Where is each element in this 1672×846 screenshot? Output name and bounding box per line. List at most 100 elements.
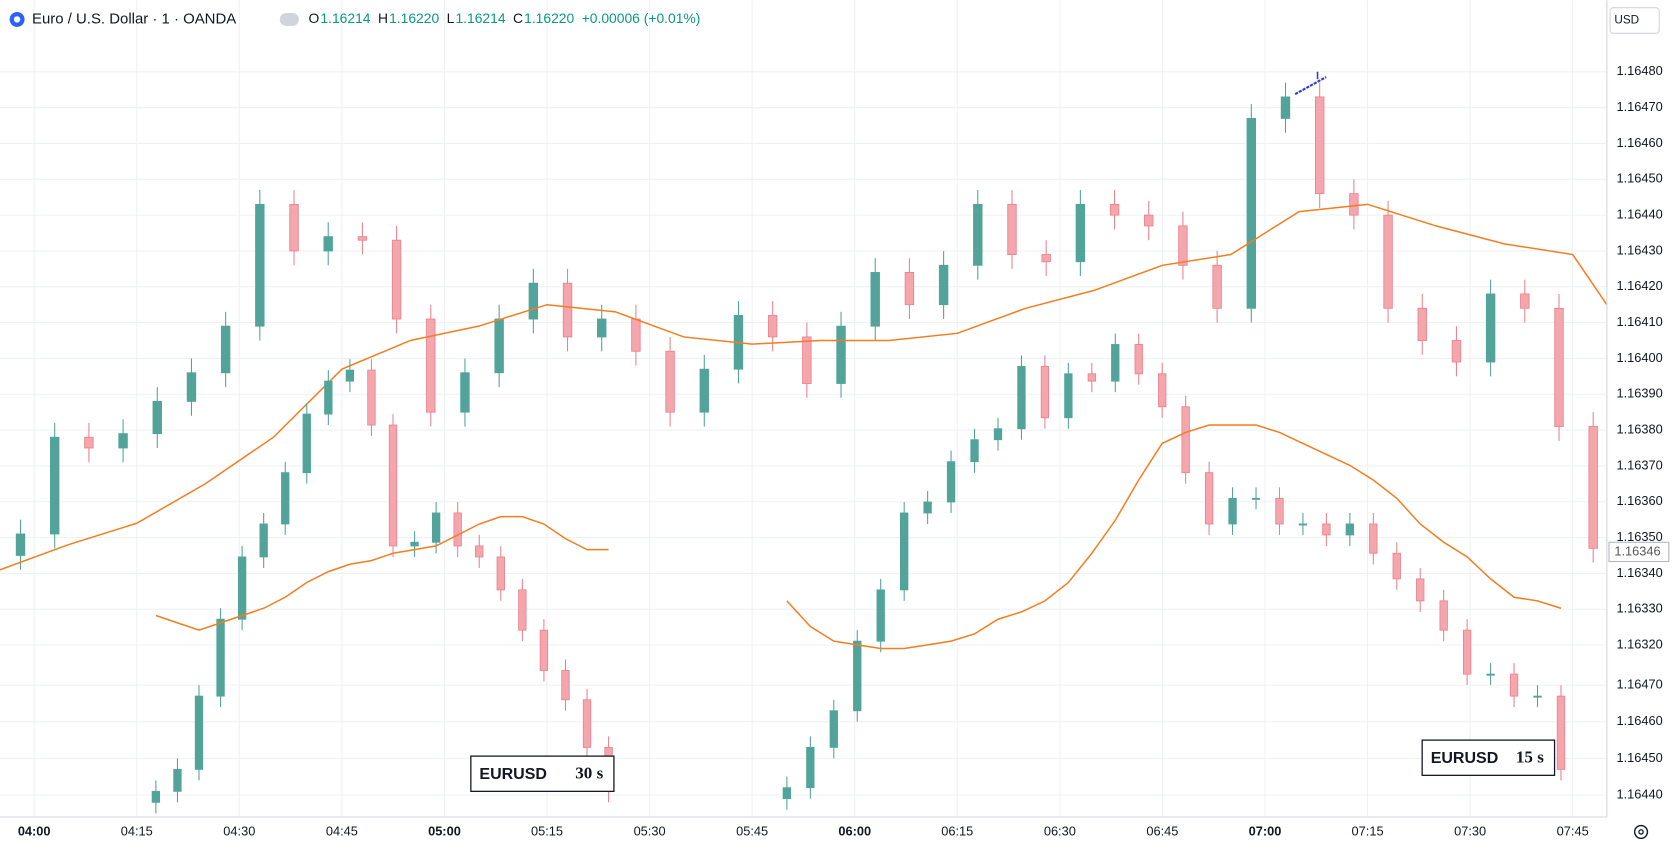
candle-body (582, 699, 592, 748)
plot-area: EURUSD 30 s EURUSD 15 s (0, 82, 1608, 814)
candle-body (802, 336, 812, 384)
last-price-box (1608, 541, 1670, 563)
candle-body (388, 424, 398, 547)
candle-body (1417, 307, 1427, 341)
y-tick-label: 1.16460 (1616, 135, 1662, 150)
candle-body (1204, 472, 1214, 525)
candle-body (1462, 629, 1472, 675)
x-tick-label: 07:45 (1557, 823, 1589, 838)
x-tick-label: 05:30 (634, 823, 666, 838)
candle-body (453, 512, 462, 547)
y-tick-label: 1.16470 (1616, 99, 1662, 114)
candle-body (1280, 96, 1291, 119)
candle-body (904, 272, 915, 306)
candle-body (496, 556, 505, 591)
candle-body (1017, 366, 1026, 430)
candle-body (665, 350, 675, 413)
x-tick-label: 05:00 (428, 823, 461, 838)
candle-body (829, 710, 838, 748)
candle-body (289, 203, 299, 252)
candle-body (1212, 264, 1222, 309)
candle-body (528, 282, 539, 320)
x-tick-label: 06:30 (1044, 823, 1076, 838)
candle-body (1246, 117, 1257, 309)
time-axis-bg (0, 816, 1672, 846)
candle-body (1392, 552, 1401, 580)
legend-header: Euro / U.S. Dollar · 1 · OANDA O 1.16214 H… (9, 10, 700, 27)
candle-body (460, 372, 470, 413)
candle-body (410, 541, 419, 547)
y-tick-label: 1.16350 (1616, 529, 1662, 544)
ohlc-label: C (513, 10, 523, 26)
y-tick-label: 1.16360 (1616, 493, 1662, 508)
x-tick-label: 07:00 (1249, 823, 1282, 838)
candle-body (876, 589, 885, 642)
candle-body (220, 325, 231, 374)
candle-body (50, 436, 60, 535)
candle-body (84, 436, 94, 449)
symbol-icon-inner (13, 16, 21, 23)
candle-body (1040, 366, 1050, 419)
candle-body (1533, 695, 1542, 698)
candle-body (1158, 373, 1167, 408)
y2-tick-label: 1.16450 (1616, 750, 1662, 765)
y-tick-label: 1.16410 (1616, 314, 1662, 329)
candle-body (1181, 406, 1190, 474)
candle-body (900, 512, 909, 591)
candle-body (216, 618, 225, 697)
y-tick-label: 1.16430 (1616, 242, 1662, 257)
candle-body (923, 501, 932, 514)
candle-body (631, 318, 641, 352)
candle-body (806, 746, 815, 789)
ohlc-label: H (378, 10, 388, 26)
candle-body (1087, 373, 1096, 382)
candle-body (938, 264, 949, 306)
candle-body (431, 512, 441, 543)
inset-symbol: EURUSD (479, 766, 547, 783)
candle-body (699, 368, 709, 413)
candle-body (539, 629, 549, 671)
candle-body (1485, 293, 1496, 363)
candle-body (1322, 523, 1331, 536)
market-status (279, 13, 299, 26)
candle-body (1064, 373, 1073, 419)
candle-body (151, 790, 161, 803)
candle-body (173, 768, 182, 792)
candle-body (1349, 193, 1359, 216)
y-tick-label: 1.16340 (1616, 565, 1662, 580)
inset-label-box (1421, 739, 1556, 776)
y-tick-label: 1.16370 (1616, 457, 1662, 472)
y-tick-label: 1.16450 (1616, 171, 1662, 186)
candle-body (1007, 203, 1017, 255)
candle-body (836, 325, 846, 384)
candle-body (853, 640, 862, 712)
candle-body (1451, 340, 1462, 363)
settings-icon[interactable] (1633, 824, 1649, 840)
currency: USD (1614, 14, 1639, 27)
ohlc-value: 1.16220 (389, 10, 439, 26)
settings-icon-core (1638, 829, 1644, 835)
x-tick-label: 04:45 (326, 823, 358, 838)
candle-body (946, 461, 956, 503)
currency-button[interactable] (1609, 7, 1660, 34)
x-tick-label: 04:00 (18, 823, 51, 838)
candle-body (782, 787, 792, 800)
candle-body (562, 282, 573, 338)
y-tick-label: 1.16440 (1616, 207, 1662, 222)
ohlc-value: 1.16220 (524, 10, 574, 26)
candle-body (1134, 344, 1143, 375)
candle-body (1588, 426, 1598, 549)
inset-symbol: EURUSD (1431, 750, 1499, 767)
candle-body (194, 695, 204, 770)
y-tick-label: 1.16390 (1616, 386, 1662, 401)
candles (15, 82, 1598, 570)
inset-interval: 30 s (575, 764, 603, 783)
candle-body (1075, 203, 1086, 263)
candle-body (1275, 497, 1284, 525)
moving-average (155, 515, 609, 631)
candle-body (494, 318, 504, 374)
candle-body (993, 428, 1003, 441)
candle-body (186, 372, 197, 402)
